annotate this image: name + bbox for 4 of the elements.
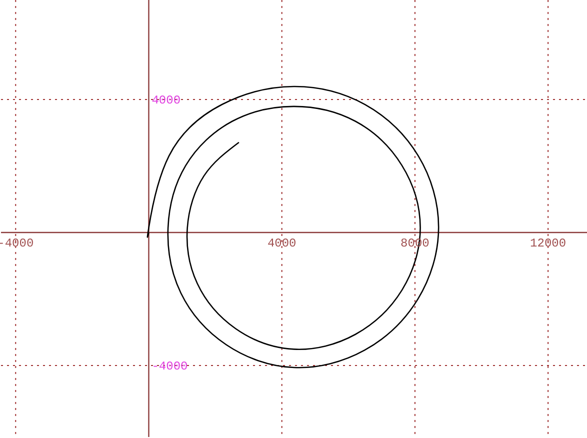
x-tick-label: 12000: [530, 236, 566, 250]
line-series: [148, 86, 440, 368]
x-tick-label: -4000: [0, 236, 34, 250]
x-tick-label: 4000: [267, 236, 296, 250]
